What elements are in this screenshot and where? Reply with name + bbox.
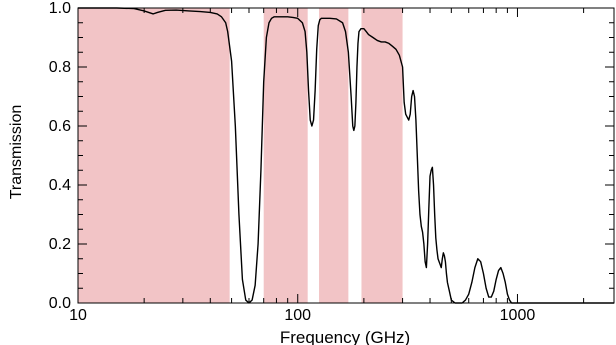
band-3	[319, 8, 349, 303]
y-tick-label: 1.0	[49, 0, 71, 17]
transmission-line	[78, 7, 614, 304]
band-4	[361, 8, 403, 303]
y-axis-ticks: 0.0 0.2 0.4 0.6 0.8 1.0	[49, 0, 614, 312]
x-axis-ticks: 10 100 1000	[69, 8, 585, 324]
y-tick-label: 0.8	[49, 59, 71, 76]
series-layer	[78, 7, 614, 304]
y-tick-label: 0.2	[49, 236, 71, 253]
y-tick-label: 0.4	[49, 177, 71, 194]
band-1	[78, 8, 230, 303]
x-axis-label: Frequency (GHz)	[280, 328, 410, 345]
x-tick-label: 1000	[500, 307, 536, 324]
band-2	[263, 8, 308, 303]
y-axis-label: Transmission	[8, 105, 25, 200]
x-tick-label: 100	[284, 307, 311, 324]
x-tick-label: 10	[69, 307, 87, 324]
frequency-bands	[78, 8, 403, 303]
y-tick-label: 0.6	[49, 118, 71, 135]
y-tick-label: 0.0	[49, 295, 71, 312]
